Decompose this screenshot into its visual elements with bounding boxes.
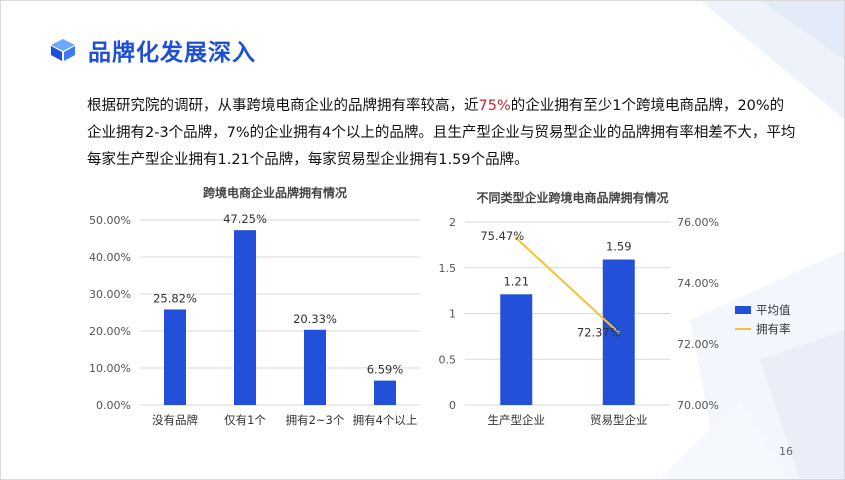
x-tick-label: 贸易型企业: [590, 413, 648, 427]
page-title: 品牌化发展深入: [88, 40, 256, 66]
legend-label-average: 平均值: [756, 303, 791, 317]
bar: [304, 329, 326, 405]
y-right-tick-label: 70.00%: [677, 399, 719, 412]
line-data-label: 75.47%: [480, 229, 524, 243]
data-label: 20.33%: [293, 312, 337, 326]
x-tick-label: 拥有2~3个: [286, 413, 345, 427]
paragraph-highlight: 75%: [478, 98, 511, 114]
x-tick-label: 生产型企业: [488, 413, 546, 427]
intro-paragraph: 根据研究院的调研，从事跨境电商企业的品牌拥有率较高，近75%的企业拥有至少1个跨…: [87, 93, 797, 174]
data-label: 6.59%: [367, 363, 404, 377]
y-left-tick-label: 1: [449, 308, 456, 321]
y-tick-label: 50.00%: [89, 214, 131, 227]
ownership-rate-line: [515, 237, 620, 334]
y-tick-label: 0.00%: [96, 399, 131, 412]
bar-data-label: 1.21: [503, 274, 529, 288]
y-right-tick-label: 74.00%: [677, 277, 719, 290]
y-right-tick-label: 76.00%: [677, 216, 719, 229]
line-point: [617, 331, 621, 335]
y-left-tick-label: 1.5: [439, 262, 457, 275]
data-label: 47.25%: [223, 212, 267, 226]
y-right-tick-label: 72.00%: [677, 338, 719, 351]
y-tick-label: 40.00%: [89, 251, 131, 264]
y-tick-label: 30.00%: [89, 288, 131, 301]
paragraph-text-1: 根据研究院的调研，从事跨境电商企业的品牌拥有率较高，近: [87, 98, 479, 114]
chart-title: 跨境电商企业品牌拥有情况: [203, 185, 347, 200]
cube-logo-icon: [51, 39, 75, 61]
title-area: 品牌化发展深入: [50, 33, 256, 67]
bar: [164, 309, 186, 405]
line-data-label: 72.37%: [577, 326, 621, 340]
bar: [234, 230, 256, 405]
x-tick-label: 拥有4个以上: [353, 413, 418, 427]
paragraph-text-2: 的企业拥有至少1个跨境电商品牌，20%的企业拥有2-3个品牌，7%的企业拥有4个…: [87, 98, 796, 168]
x-tick-label: 仅有1个: [224, 413, 266, 427]
bar: [500, 294, 533, 405]
y-left-tick-label: 0: [449, 399, 456, 412]
y-left-tick-label: 0.5: [439, 353, 457, 366]
line-point: [514, 236, 518, 240]
data-label: 25.82%: [153, 291, 197, 305]
page-number: 16: [779, 445, 793, 458]
legend-label-rate: 拥有率: [756, 322, 791, 336]
bar-data-label: 1.59: [606, 240, 632, 254]
bar: [374, 380, 396, 405]
y-left-tick-label: 2: [449, 216, 456, 229]
x-tick-label: 没有品牌: [152, 413, 198, 427]
chart-title: 不同类型企业跨境电商品牌拥有情况: [476, 190, 668, 205]
legend-swatch-bar: [735, 306, 751, 314]
y-tick-label: 10.00%: [89, 362, 131, 375]
y-tick-label: 20.00%: [89, 325, 131, 338]
